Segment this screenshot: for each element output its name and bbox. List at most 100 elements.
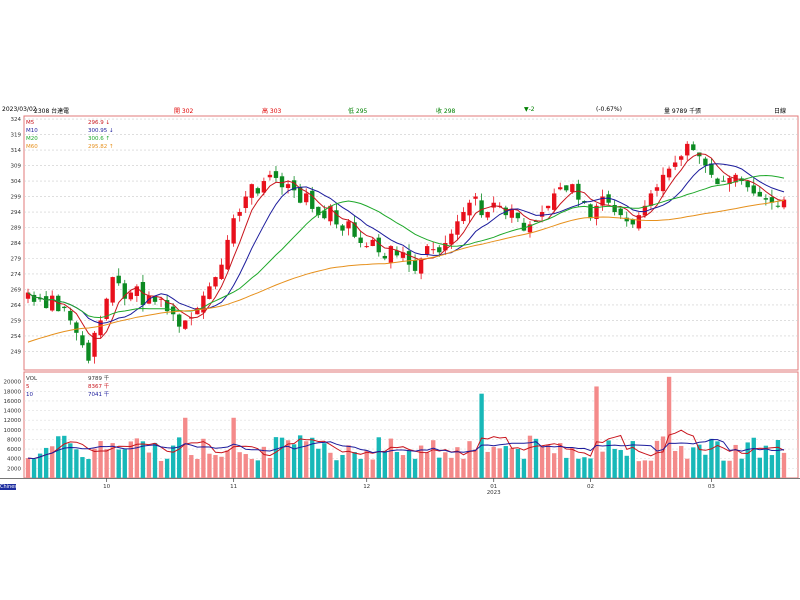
candle-body [370,239,375,247]
moving-average-lines [27,153,785,343]
price-change: ▼-2 [524,106,535,113]
legend-label-m10: M10 [26,128,38,134]
volume-bar [648,460,654,478]
candle-body [394,250,400,256]
candle-body [134,286,140,296]
volume-bar [68,443,73,478]
candle-body [237,212,242,216]
candle-body [697,152,702,157]
ma60-line [27,199,785,343]
candle-body [255,188,261,194]
quote-date: 2023/03/02 [2,106,37,113]
candle-body [358,237,363,243]
candlesticks [25,141,787,364]
candle-body [539,212,545,217]
period-mode[interactable]: 日線 [774,108,787,115]
volume-bar [304,441,309,478]
candle-body [600,196,605,206]
volume-bar [558,443,563,478]
candle-body [310,190,315,209]
volume-bar [582,457,587,478]
legend-value-m5: 296.9 ↓ [88,119,110,126]
candle-body [128,292,133,300]
language-badge[interactable]: Chinese [0,484,20,490]
volume-bar [727,460,732,478]
candle-body [201,295,206,313]
volume-bar [37,453,43,478]
time-tick-label: 02 [587,484,594,490]
volume-tick-label: 4000 [7,457,21,463]
price-tick-label: 269 [11,287,22,293]
volume-bar [739,458,744,478]
volume-bar [92,448,97,478]
time-tick-label: 01 [490,484,497,490]
price-legend: M5 296.9 ↓ M10 300.95 ↓ M20 300.6 ↑ M60 295.82 … [26,119,114,150]
volume-bar [382,450,388,478]
price-tick-label: 249 [11,349,22,355]
volume-bar [152,442,158,478]
volume-bar [225,450,230,478]
candle-body [424,246,430,255]
candle-body [648,193,654,206]
volume-bar [763,445,769,478]
volume-bar [545,444,551,478]
volume-tick-label: 12000 [4,418,22,424]
volume-bar [685,458,690,478]
legend-value-m60: 295.82 ↑ [88,143,114,150]
volume-bar [551,453,557,478]
volume-bar [467,441,472,478]
candle-body [624,217,629,222]
candle-body [219,264,224,279]
candle-body [594,205,599,220]
price-tick-label: 299 [11,195,22,201]
candle-body [666,168,672,178]
candle-body [703,158,708,166]
candle-body [443,243,448,251]
candle-body [660,174,666,192]
volume-legend-label: 10 [26,392,33,398]
volume-bar [491,446,496,478]
candle-body [231,218,236,244]
volume-tick-label: 14000 [4,409,22,415]
candle-body [225,239,230,270]
candle-body [685,143,690,156]
volume-bar [455,447,460,478]
volume-bar [74,449,79,478]
candle-body [509,208,515,218]
volume-bar [636,461,642,478]
price-tick-label: 284 [11,241,22,247]
candle-body [104,298,109,320]
volume-bar [660,436,666,478]
volume-bar [521,458,527,478]
candle-body [751,185,756,194]
candle-body [304,193,309,203]
volume-bar [721,460,726,478]
volume-bar [473,449,478,478]
legend-label-m60: M60 [26,144,38,150]
candle-body [183,320,188,329]
volume-bar [539,446,545,478]
candle-body [122,283,127,299]
candle-body [207,286,212,299]
volume-bar [170,445,176,478]
volume-bar [437,457,442,478]
candle-body [418,258,424,274]
candle-body [364,246,369,248]
candle-body [781,199,787,208]
price-tick-label: 294 [11,210,22,216]
candle-body [412,260,418,271]
candle-body [558,187,563,190]
candle-body [515,212,521,219]
candle-body [618,208,623,216]
volume-bar [775,440,781,478]
volume-bar [80,457,85,478]
year-label: 2023 [487,490,501,496]
volume-bar [443,452,448,478]
volume-bar [570,447,575,478]
candle-body [431,249,436,251]
candle-body [43,296,49,309]
volume-bar [31,459,37,478]
candle-body [406,251,412,265]
volume-bar [86,459,91,478]
